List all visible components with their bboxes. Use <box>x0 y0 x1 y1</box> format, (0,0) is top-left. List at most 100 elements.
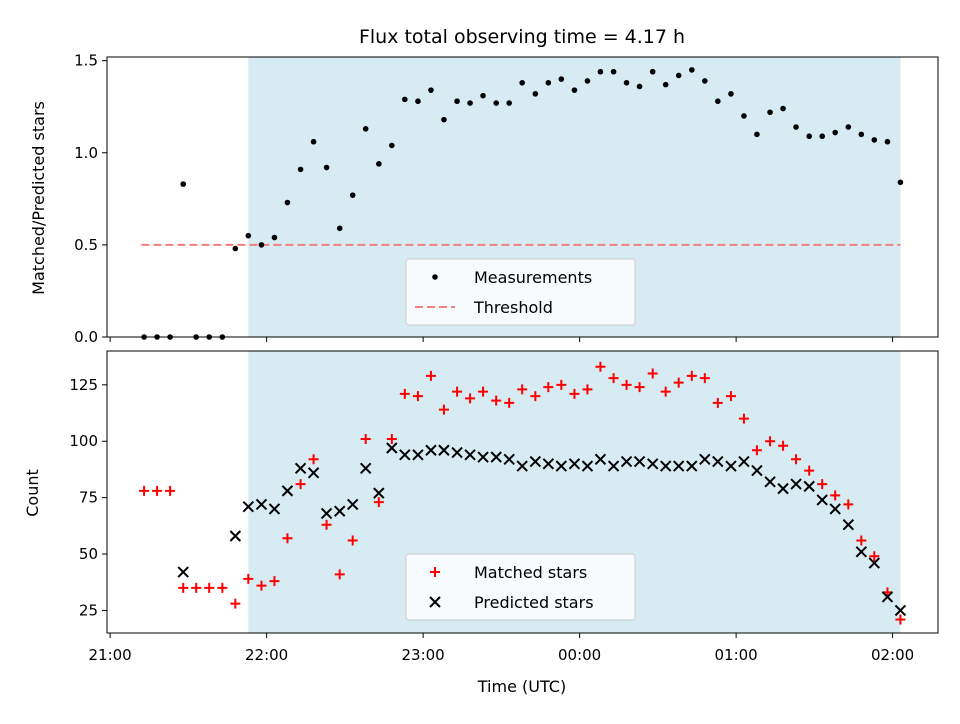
x-tick-label: 01:00 <box>715 646 758 664</box>
predicted-star-point <box>346 498 359 511</box>
measurement-point <box>323 164 330 171</box>
measurement-point <box>858 131 865 138</box>
measurement-point <box>793 124 799 130</box>
predicted-star-point <box>842 519 855 531</box>
matched-star-point <box>465 393 476 404</box>
predicted-star-point <box>868 557 881 569</box>
predicted-star-point <box>855 546 868 558</box>
matched-star-point <box>686 370 697 381</box>
matched-star-point <box>621 379 632 390</box>
predicted-star-point <box>764 476 776 488</box>
predicted-star-point <box>659 460 672 472</box>
predicted-star-point <box>451 446 463 459</box>
matched-star-point <box>308 454 319 465</box>
y-tick-label: 50 <box>79 545 98 563</box>
predicted-star-point <box>477 451 489 463</box>
measurement-point <box>832 129 838 136</box>
matched-star-point <box>699 373 710 384</box>
matched-star-point <box>438 404 449 415</box>
measurement-point <box>297 166 304 173</box>
measurement-point <box>689 67 695 73</box>
predicted-star-point <box>607 460 620 472</box>
legend-marker-plus <box>430 567 440 577</box>
axes-frame <box>106 56 939 338</box>
matched-star-point <box>204 582 215 593</box>
measurement-point <box>310 138 317 145</box>
predicted-star-point <box>503 453 515 465</box>
measurement-point <box>258 242 265 248</box>
measurement-point <box>362 126 369 132</box>
matched-star-point <box>412 391 423 402</box>
matched-star-point <box>751 445 762 456</box>
matched-star-point <box>895 614 906 625</box>
matched-star-point <box>191 582 202 593</box>
y-tick-label: 100 <box>69 432 98 450</box>
predicted-star-point <box>490 451 502 463</box>
predicted-star-point <box>620 455 633 468</box>
measurement-point <box>715 98 721 105</box>
legend-label: Threshold <box>473 298 553 317</box>
matched-star-point <box>295 479 306 490</box>
measurement-point <box>610 68 617 75</box>
matched-star-point <box>817 479 828 490</box>
legend-marker-x <box>429 596 441 608</box>
measurement-point <box>754 131 760 138</box>
matched-star-point <box>530 391 541 402</box>
matched-star-point <box>386 433 397 444</box>
predicted-star-point <box>425 444 437 456</box>
ylabel-ratio: Matched/Predicted stars <box>29 101 48 295</box>
matched-star-point <box>269 576 280 587</box>
matched-star-point <box>556 379 567 390</box>
matched-star-point <box>399 388 410 399</box>
measurement-point <box>767 109 773 116</box>
predicted-star-point <box>646 458 659 470</box>
axes-frame <box>106 350 939 634</box>
legend-label: Predicted stars <box>474 593 594 612</box>
measurement-point <box>271 234 278 241</box>
predicted-star-point <box>672 460 685 472</box>
measurement-point <box>780 105 786 112</box>
legend-box <box>405 258 636 326</box>
y-tick-label: 0.5 <box>74 236 98 254</box>
predicted-star-point <box>373 487 385 499</box>
ylabel-count: Count <box>23 469 42 517</box>
measurement-point <box>493 100 500 106</box>
measurement-point <box>389 142 395 149</box>
matched-star-point <box>543 382 554 393</box>
predicted-star-point <box>320 507 333 520</box>
predicted-star-point <box>399 449 411 461</box>
matched-star-point <box>582 384 593 395</box>
measurement-point <box>532 91 539 97</box>
chart-title: Flux total observing time = 4.17 h <box>359 26 685 48</box>
matched-star-point <box>517 384 528 395</box>
predicted-star-point <box>542 458 555 470</box>
predicted-star-point <box>699 453 711 465</box>
matched-star-point <box>217 582 228 593</box>
y-tick-label: 25 <box>79 601 98 619</box>
measurement-point <box>506 100 512 106</box>
matched-star-point <box>595 361 606 372</box>
predicted-star-point <box>229 530 242 542</box>
predicted-star-point <box>816 494 828 506</box>
matched-star-point <box>504 397 515 408</box>
xlabel-time: Time (UTC) <box>477 677 566 696</box>
matched-star-point <box>647 368 658 379</box>
predicted-star-point <box>790 478 802 490</box>
measurement-point <box>467 100 473 106</box>
legend: Measurements Threshold <box>405 258 636 326</box>
matched-star-point <box>425 370 436 381</box>
ratio-panel: 0.0 0.5 1.0 1.5 Measurements Threshold <box>74 52 939 346</box>
y-tick-label: 0.0 <box>74 328 98 346</box>
measurement-point <box>180 181 187 187</box>
predicted-star-point <box>177 566 189 578</box>
measurement-point <box>245 232 252 239</box>
measurement-point <box>675 72 682 79</box>
matched-star-point <box>608 373 619 384</box>
measurement-point <box>232 245 239 252</box>
matched-star-point <box>660 386 671 397</box>
measurement-point <box>636 83 643 90</box>
matched-star-point <box>778 440 789 451</box>
matched-star-point <box>804 465 815 476</box>
predicted-star-point <box>281 485 294 497</box>
y-tick-label: 1.5 <box>74 52 98 70</box>
